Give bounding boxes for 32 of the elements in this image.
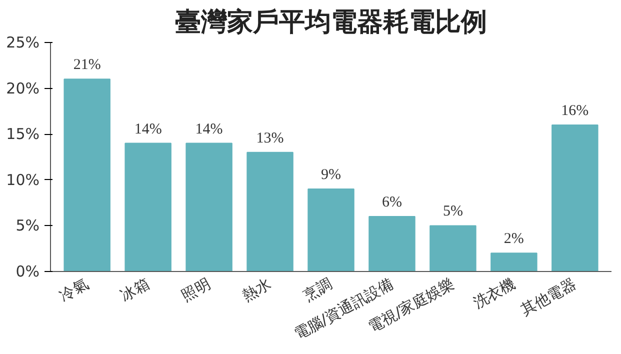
data-label: 14% [195,121,223,138]
bar [64,78,110,272]
chart-title: 臺灣家戶平均電器耗電比例 [175,8,487,38]
x-tick-label: 其他電器 [518,274,580,320]
y-tick-label: 5% [16,216,40,235]
x-tick-label: 熱水 [239,274,274,305]
x-tick-label: 冷氣 [56,274,92,305]
x-tick-label: 冰箱 [117,274,152,305]
x-tick-label: 照明 [178,274,214,305]
x-tick-label: 洗衣機 [470,274,518,312]
y-tick-label: 10% [6,170,40,189]
bar [246,152,294,272]
y-tick-label: 25% [6,34,40,52]
data-label: 16% [561,102,589,119]
data-label: 9% [321,167,341,184]
bar [308,188,354,272]
bar [368,216,416,272]
bar [490,252,538,272]
data-label: 21% [73,57,101,74]
y-tick-label: 15% [6,125,40,144]
data-label: 6% [382,194,402,211]
bar [186,142,232,272]
y-tick-label: 0% [16,262,40,280]
bar [552,124,598,272]
bar [430,225,476,272]
data-label: 5% [442,204,463,220]
data-label: 2% [504,231,524,248]
y-tick-label: 20% [6,79,40,98]
data-label: 14% [134,121,162,138]
data-label: 13% [256,130,284,146]
bar [124,142,172,272]
x-tick-label: 烹調 [300,274,336,305]
